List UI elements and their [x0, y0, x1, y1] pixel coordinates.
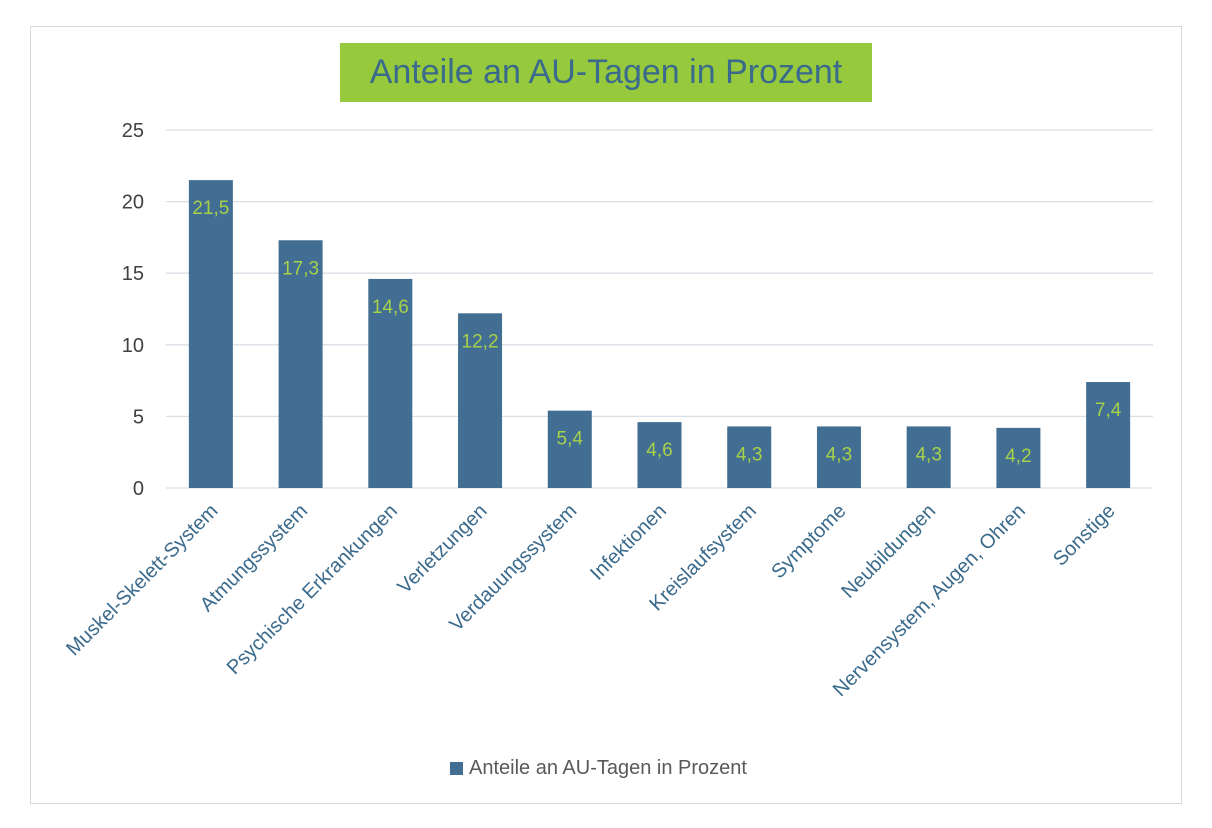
gridlines	[166, 129, 1153, 489]
bar	[458, 313, 503, 488]
bar	[816, 426, 861, 488]
data-label: 21,5	[192, 198, 229, 219]
bar	[727, 426, 772, 488]
category-label: Symptome	[767, 500, 850, 583]
data-label: 12,2	[462, 331, 499, 352]
data-labels: 21,5 17,3 14,6 12,2 5,4 4,6 4,3 4,3 4,3 4,2 7,4	[192, 198, 1121, 467]
data-label: 4,3	[826, 444, 852, 465]
data-label: 7,4	[1095, 400, 1122, 421]
bar	[1086, 382, 1131, 488]
legend-label: Anteile an AU-Tagen in Prozent	[469, 756, 747, 779]
bar	[906, 426, 951, 488]
legend-swatch	[450, 761, 463, 775]
data-label: 4,3	[915, 444, 941, 465]
data-label: 4,2	[1005, 446, 1031, 467]
y-tick-label: 20	[122, 192, 144, 214]
y-tick-label: 10	[122, 335, 144, 357]
data-label: 14,6	[372, 297, 409, 318]
data-label: 4,3	[736, 444, 762, 465]
bar	[996, 427, 1041, 488]
category-label: Verletzungen	[393, 500, 491, 598]
bar	[188, 180, 233, 488]
data-label: 4,6	[646, 440, 672, 461]
data-label: 17,3	[282, 258, 319, 279]
category-label: Neubildungen	[837, 500, 940, 603]
category-label: Sonstige	[1049, 500, 1120, 571]
category-label: Muskel-Skelett-System	[62, 500, 222, 660]
y-tick-label: 15	[122, 263, 144, 285]
x-axis-categories: Muskel-Skelett-SystemAtmungssystemPsychi…	[62, 500, 1119, 701]
chart-title-box: Anteile an AU-Tagen in Prozent	[340, 43, 872, 102]
chart-title: Anteile an AU-Tagen in Prozent	[369, 53, 843, 91]
category-label: Nervensystem, Augen, Ohren	[829, 500, 1030, 701]
data-label: 5,4	[557, 429, 584, 450]
category-label: Infektionen	[586, 500, 671, 585]
bar	[368, 278, 413, 488]
bar	[637, 422, 682, 488]
category-label: Psychische Erkrankungen	[223, 500, 402, 679]
y-axis-ticks: 0 5 10 15 20 25	[122, 120, 144, 500]
legend: Anteile an AU-Tagen in Prozent	[450, 756, 747, 780]
bar	[278, 240, 323, 488]
bar	[547, 410, 592, 488]
y-tick-label: 5	[133, 406, 144, 428]
y-tick-label: 25	[122, 120, 144, 142]
y-tick-label: 0	[133, 478, 144, 500]
bars	[188, 180, 1131, 488]
